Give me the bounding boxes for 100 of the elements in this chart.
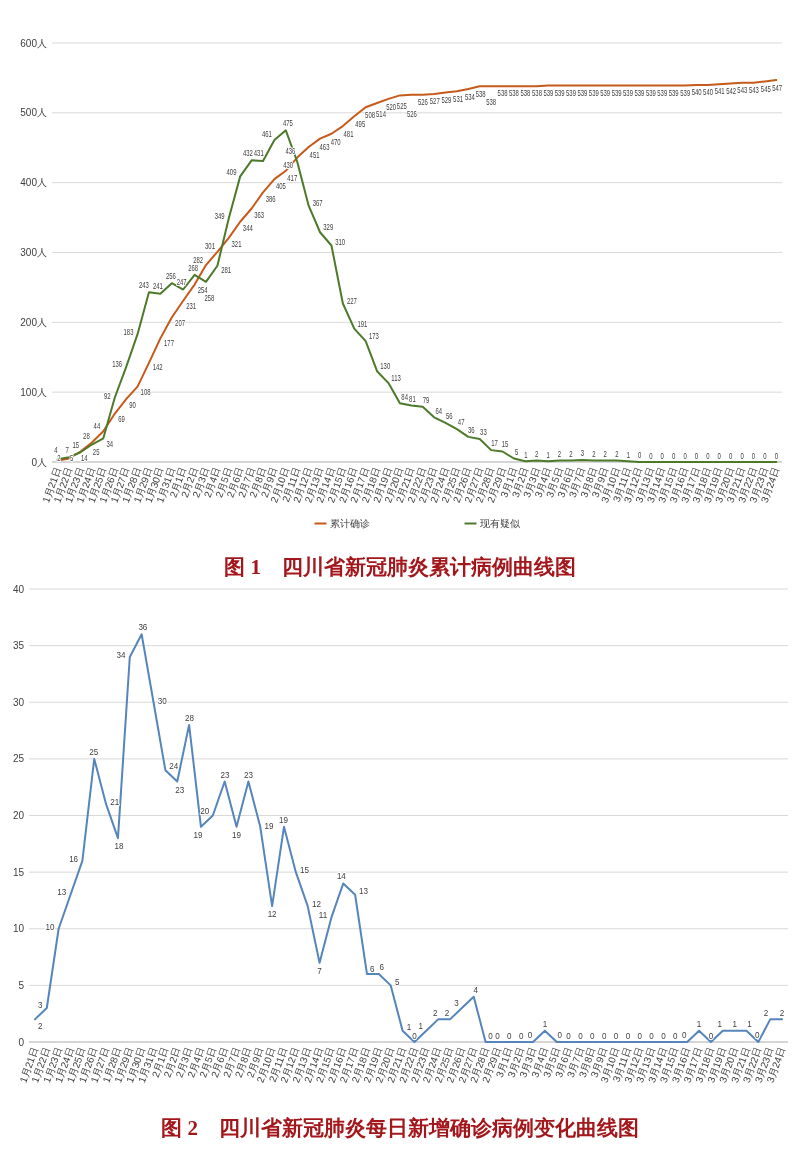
data-label: 0: [682, 1029, 687, 1041]
data-label: 81: [409, 393, 416, 404]
data-label: 0: [649, 1029, 654, 1041]
legend-label: 现有疑似: [479, 518, 520, 529]
data-label: 258: [204, 293, 215, 304]
data-label: 538: [532, 88, 542, 99]
data-label: 34: [116, 649, 126, 661]
data-label: 254: [197, 284, 208, 296]
data-label: 15: [501, 439, 509, 450]
y-tick-label: 0人: [31, 456, 47, 468]
data-label: 538: [497, 88, 508, 99]
y-tick-label: 400人: [20, 177, 47, 189]
data-label: 0: [507, 1029, 512, 1041]
data-label: 0: [751, 450, 756, 461]
data-label: 5: [70, 452, 74, 464]
data-label: 526: [406, 108, 417, 120]
data-label: 475: [282, 117, 293, 129]
data-label: 0: [706, 450, 710, 461]
data-label: 13: [359, 885, 369, 897]
y-tick-label: 300人: [20, 247, 47, 258]
data-label: 11: [318, 909, 328, 921]
data-label: 19: [232, 828, 242, 840]
text: 图 2 四川省新冠肺炎每日新增确诊病例变化曲线图: [161, 1116, 639, 1140]
y-tick-label: 10: [12, 923, 25, 935]
data-label: 16: [69, 853, 79, 865]
data-label: 0: [694, 450, 699, 461]
data-label: 0: [566, 1029, 571, 1041]
data-label: 344: [242, 222, 253, 234]
data-label: 2: [57, 452, 61, 464]
data-label: 0: [557, 1029, 562, 1041]
data-label: 183: [123, 326, 134, 337]
data-label: 461: [261, 129, 272, 140]
data-label: 409: [226, 167, 237, 178]
data-label: 431: [253, 148, 264, 159]
data-label: 2: [569, 448, 573, 460]
data-label: 6: [369, 963, 375, 974]
data-label: 0: [527, 1029, 533, 1041]
text: 图 1 四川省新冠肺炎累计病例曲线图: [224, 555, 576, 579]
data-label: 0: [717, 450, 721, 461]
data-label: 13: [57, 886, 67, 898]
data-label: 1: [732, 1018, 737, 1030]
data-label: 23: [243, 769, 253, 781]
data-label: 69: [118, 413, 125, 425]
y-tick-label: 200人: [20, 316, 47, 328]
data-label: 481: [343, 128, 354, 140]
data-label: 173: [368, 331, 379, 342]
data-label: 514: [376, 108, 386, 120]
data-label: 0: [488, 1030, 493, 1042]
data-label: 28: [184, 712, 194, 724]
data-label: 256: [165, 271, 176, 282]
y-tick-label: 600人: [20, 37, 47, 49]
data-label: 2: [557, 448, 562, 460]
data-label: 451: [309, 149, 320, 160]
data-label: 281: [221, 264, 232, 276]
data-label: 14: [336, 870, 346, 882]
data-label: 1: [626, 449, 631, 461]
data-label: 539: [680, 87, 691, 99]
data-label: 36: [467, 424, 475, 436]
data-label: 5: [394, 976, 400, 988]
data-label: 79: [422, 394, 430, 406]
data-label: 1: [542, 1018, 548, 1030]
data-label: 538: [508, 88, 519, 99]
data-label: 113: [391, 372, 401, 383]
data-label: 527: [429, 96, 440, 107]
data-label: 0: [774, 450, 778, 461]
y-tick-label: 35: [12, 640, 25, 652]
data-label: 534: [464, 91, 475, 103]
data-label: 2: [38, 1020, 43, 1031]
data-label: 21: [110, 796, 120, 808]
data-label: 0: [673, 1029, 678, 1041]
data-label: 310: [335, 236, 346, 247]
data-label: 0: [660, 450, 664, 461]
data-label: 0: [578, 1029, 583, 1041]
data-label: 10: [45, 921, 55, 933]
data-label: 0: [601, 1029, 607, 1041]
data-label: 47: [457, 417, 465, 428]
data-label: 0: [495, 1029, 500, 1041]
data-label: 539: [634, 87, 645, 98]
data-label: 3: [37, 999, 43, 1011]
data-label: 0: [590, 1029, 595, 1041]
y-tick-label: 40: [12, 583, 25, 595]
data-label: 545: [760, 83, 771, 95]
y-tick-label: 100人: [20, 386, 47, 398]
data-label: 0: [661, 1029, 666, 1041]
data-label: 0: [740, 450, 744, 461]
data-label: 2: [615, 448, 619, 460]
data-label: 349: [214, 211, 225, 222]
data-label: 19: [193, 829, 203, 841]
data-label: 0: [754, 1029, 760, 1041]
y-tick-label: 20: [12, 810, 25, 821]
data-label: 329: [323, 222, 334, 233]
data-label: 136: [112, 358, 123, 370]
data-label: 0: [708, 1029, 714, 1041]
data-label: 2: [535, 448, 539, 460]
data-label: 12: [311, 898, 322, 910]
data-label: 177: [164, 337, 174, 349]
data-label: 56: [445, 410, 453, 422]
data-label: 0: [763, 450, 767, 461]
data-label: 24: [169, 760, 179, 772]
data-label: 92: [103, 390, 111, 401]
